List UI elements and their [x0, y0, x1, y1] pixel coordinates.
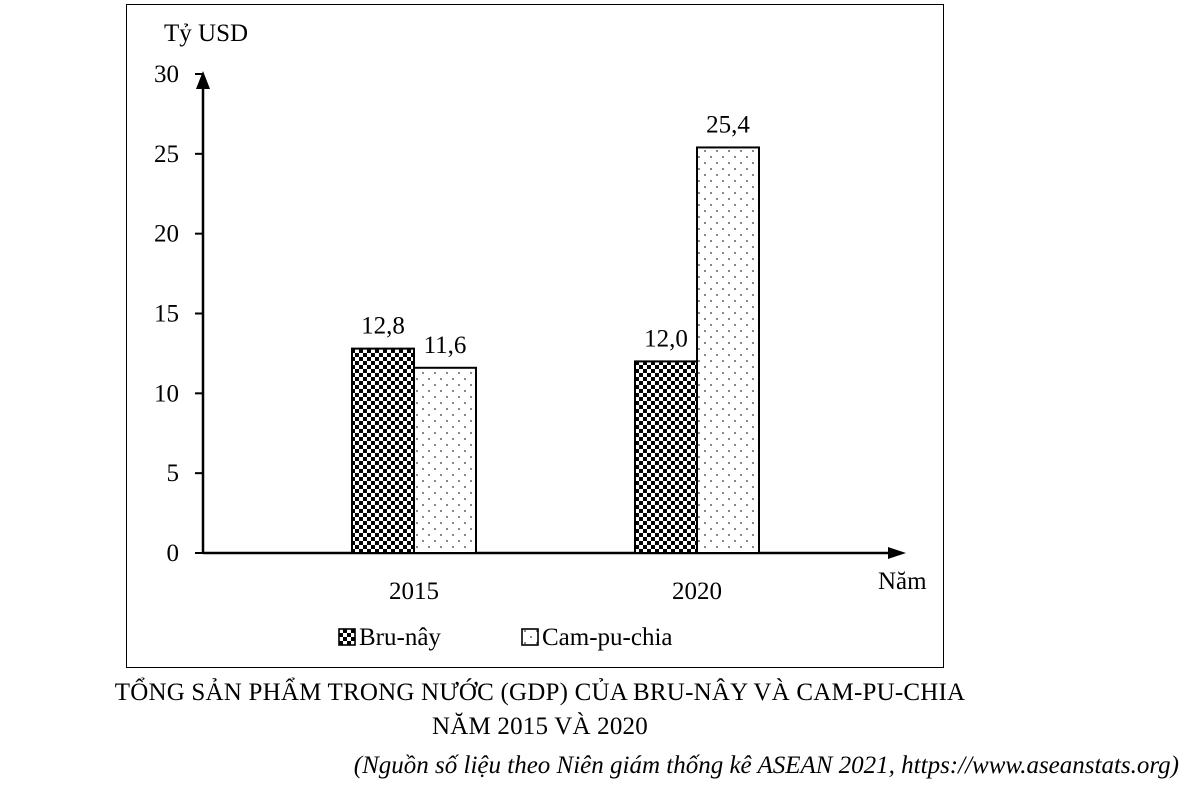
y-tick-label: 15	[154, 301, 179, 328]
legend-label: Cam-pu-chia	[542, 624, 673, 651]
legend-label: Bru-nây	[359, 624, 441, 651]
y-tick-label: 10	[154, 380, 179, 407]
bar-value-label: 11,6	[424, 332, 467, 359]
y-axis-arrow	[196, 71, 210, 89]
bar-value-label: 12,0	[644, 325, 688, 352]
x-axis-title: Năm	[878, 568, 927, 595]
bars	[351, 146, 760, 555]
labels: 12,8 12,0 11,6 25,4 2015 2020	[361, 111, 750, 605]
bar-chart: 0 5 10 15 20 25 30 Tỷ USD Năm 12,8 12,0 11,6 25,4 20…	[154, 20, 927, 651]
legend-swatch	[521, 628, 539, 646]
x-tick-label: 2020	[672, 578, 722, 605]
chart-caption-title: TỔNG SẢN PHẨM TRONG NƯỚC (GDP) CỦA BRU-N…	[114, 679, 966, 706]
x-tick-label: 2015	[389, 578, 439, 605]
bar	[634, 360, 698, 554]
y-tick-label: 30	[154, 61, 179, 88]
y-tick-label: 20	[154, 221, 179, 248]
chart-caption-subtitle: NĂM 2015 VÀ 2020	[432, 713, 648, 740]
y-tick-label: 5	[167, 460, 180, 487]
chart-frame: 0 5 10 15 20 25 30 Tỷ USD Năm 12,8 12,0 11,6 25,4 20…	[126, 4, 944, 668]
y-axis-title: Tỷ USD	[164, 20, 248, 47]
legend-swatch	[338, 628, 356, 646]
x-axis-arrow	[888, 547, 906, 559]
y-tick-label: 25	[154, 141, 179, 168]
bar-value-label: 25,4	[706, 111, 750, 138]
legend: Bru-nây Cam-pu-chia	[338, 624, 673, 651]
axes: 0 5 10 15 20 25 30 Tỷ USD Năm	[154, 20, 927, 595]
bar	[696, 146, 760, 555]
y-tick-label: 0	[167, 540, 180, 567]
source-note: (Nguồn số liệu theo Niên giám thống kê A…	[353, 752, 1179, 779]
bar-value-label: 12,8	[361, 313, 405, 340]
bar	[413, 366, 477, 554]
bar	[351, 347, 415, 555]
